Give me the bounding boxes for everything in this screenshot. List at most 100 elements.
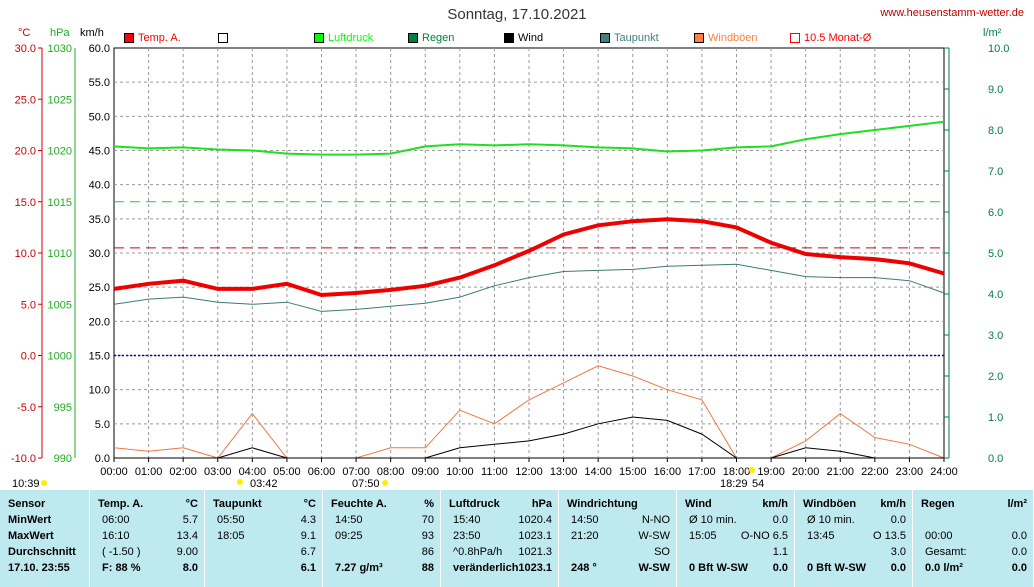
x-tick: 04:00 [239,466,267,478]
wind-tick: 25.0 [89,282,110,294]
rain-tick: 6.0 [988,207,1003,219]
table-cell: 248 ° [571,562,597,574]
series-dewpoint [113,263,945,312]
x-tick: 19:00 [757,466,785,478]
x-tick: 09:00 [411,466,439,478]
legend-swatch [218,33,228,43]
legend-swatch [314,33,324,43]
wind-tick: 30.0 [89,248,110,260]
table-cell: W-SW [638,530,670,542]
wind-tick: 10.0 [89,385,110,397]
rain-unit: l/m² [983,27,1002,39]
table-cell: 15:40 [453,514,481,526]
table-cell: 1020.4 [518,514,552,526]
table-cell: 8.0 [182,562,198,574]
table-cell: 9.00 [176,546,198,558]
wind-tick: 40.0 [89,180,110,192]
legend-item: Regen [408,30,454,46]
rain-tick: 7.0 [988,166,1003,178]
rain-tick: 1.0 [988,412,1003,424]
table-cell: 17.10. 23:55 [8,562,70,574]
legend-swatch [790,33,800,43]
legend-item: Luftdruck [314,30,373,46]
table-cell: Temp. A. [98,498,144,510]
table-cell: N-NO [641,514,670,526]
wind-tick: 60.0 [89,43,110,55]
series-wind [114,416,944,459]
sun-marker-label: 07:50 [352,478,380,490]
temp-tick: -5.0 [17,402,36,414]
x-tick: 23:00 [896,466,924,478]
table-column: Windböen km/h Ø 10 min. 0.0 13:45 O 13.5 3.0 0 … [795,490,913,587]
table-cell: ( -1.50 ) [102,546,141,558]
table-cell: 1023.1 [518,562,552,574]
x-tick: 17:00 [688,466,716,478]
x-tick: 03:00 [204,466,232,478]
temp-tick: 20.0 [15,146,36,158]
table-cell: 06:00 [102,514,130,526]
legend-label: Taupunkt [614,32,659,44]
table-cell: 1023.1 [518,530,552,542]
table-cell: Taupunkt [213,498,262,510]
table-cell: 09:25 [335,530,363,542]
table-column: Feuchte A.% 14:50 70 09:25 93 86 7.27 g/m³ 88 [323,490,441,587]
press-tick: 1030 [48,43,72,55]
x-tick: 21:00 [826,466,854,478]
rain-tick: 3.0 [988,330,1003,342]
table-cell: 0.0 l/m² [925,562,963,574]
sun-marker [749,467,755,473]
wind-tick: 0.0 [95,453,110,465]
table-cell: 13.4 [176,530,198,542]
temp-tick: 10.0 [15,248,36,260]
table-cell: 0.0 [1011,562,1027,574]
table-cell: F: 88 % [102,562,141,574]
table-cell: 88 [421,562,434,574]
legend-label: 10.5 Monat-Ø [804,32,872,44]
table-cell: SO [654,546,670,558]
table-cell: 7.27 g/m³ [335,562,383,574]
x-tick: 22:00 [861,466,889,478]
table-cell: 5.7 [182,514,198,526]
x-tick: 08:00 [377,466,405,478]
legend-swatch [600,33,610,43]
table-cell: 0.0 [772,562,788,574]
site-link[interactable]: www.heusenstamm-wetter.de [880,7,1024,19]
table-cell: 14:50 [571,514,599,526]
table-cell: O 13.5 [872,530,906,542]
wind-tick: 50.0 [89,111,110,123]
table-cell: ^0.8hPa/h [453,546,503,558]
x-tick: 24:00 [930,466,958,478]
table-cell: Feuchte A. [331,498,387,510]
table-cell: 3.0 [890,546,906,558]
wind-tick: 20.0 [89,316,110,328]
table-cell: 0.0 [890,562,906,574]
table-cell: km/h [880,498,906,510]
table-cell: 14:50 [335,514,363,526]
table-cell: 0.0 [1011,530,1027,542]
press-tick: 1000 [48,351,72,363]
legend-label: Regen [422,32,455,44]
sun-marker [382,480,388,486]
table-column: Temp. A. °C 06:00 5.7 16:10 13.4 ( -1.50 ) 9.00… [90,490,205,587]
wind-tick: 35.0 [89,214,110,226]
sun-marker-label: 10:39 [12,478,40,490]
table-cell: 05:50 [217,514,245,526]
x-tick: 13:00 [550,466,578,478]
table-cell: 0.0 [890,514,906,526]
table-cell: 70 [421,514,434,526]
table-cell: °C [303,498,316,510]
table-cell: 0 Bft W-SW [807,562,867,574]
rain-tick: 5.0 [988,248,1003,260]
table-cell: 1.1 [772,546,788,558]
legend-item: Wind [504,30,543,46]
legend-label: Temp. A. [138,32,181,44]
wind-tick: 5.0 [95,419,110,431]
table-cell: veränderlich [453,562,519,574]
legend-label: Wind [518,32,544,44]
x-tick: 16:00 [654,466,682,478]
temp-unit: °C [18,27,31,39]
wind-tick: 45.0 [89,146,110,158]
rain-tick: 0.0 [988,453,1003,465]
table-cell: °C [185,498,198,510]
table-cell: Gesamt: [925,546,967,558]
